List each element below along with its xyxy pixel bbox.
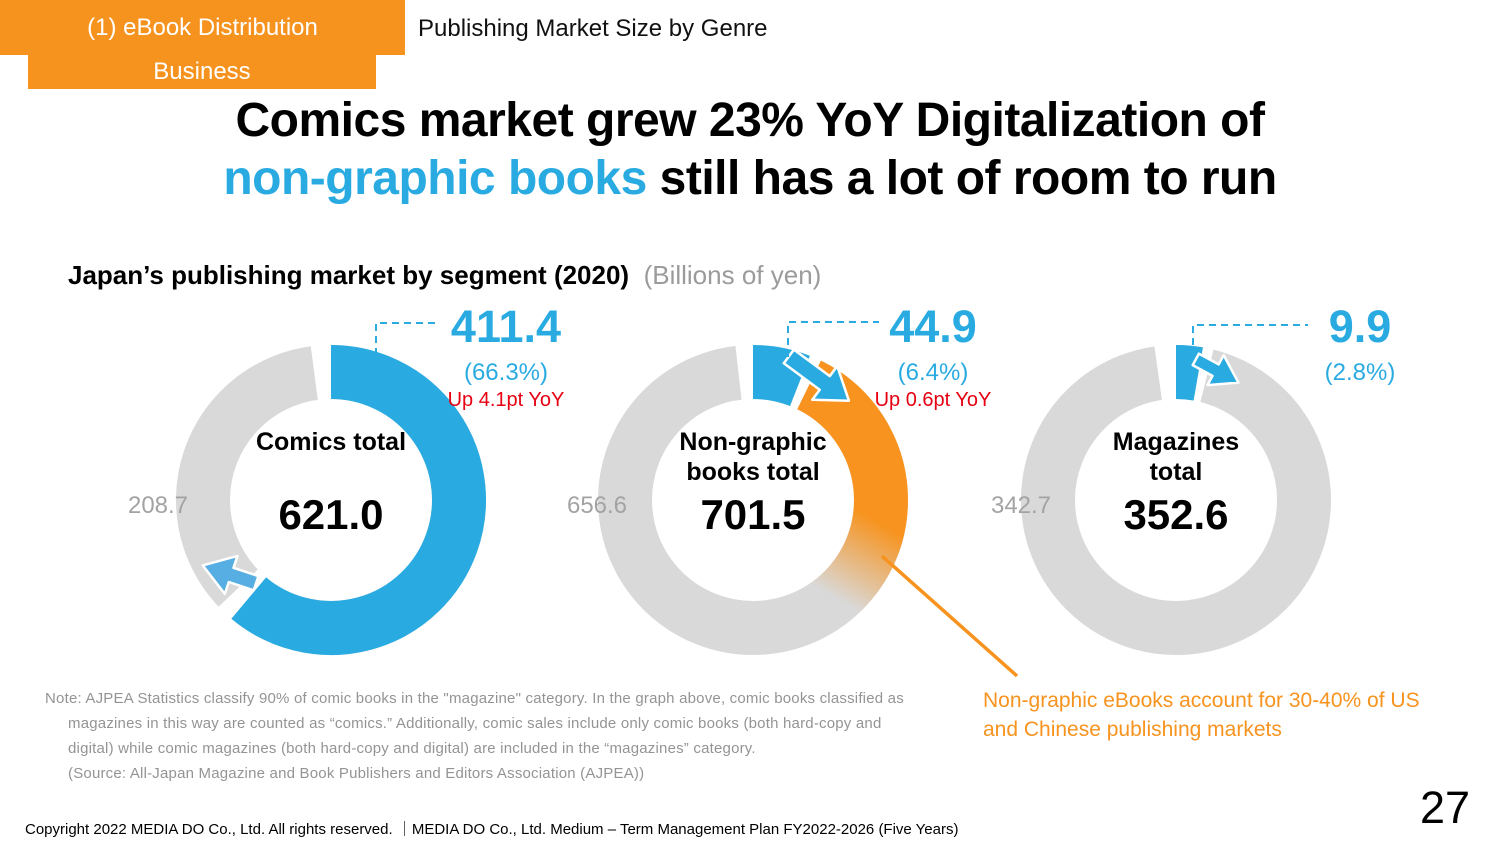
non-graphic-digital-value: 44.9: [889, 301, 977, 352]
non-graphic-digital-share: (6.4%): [897, 359, 969, 386]
magazines-digital-callout: 9.9 (2.8%): [1286, 301, 1434, 387]
magazines-print-value: 342.7: [990, 492, 1052, 519]
footnote-line3: digital) while comic magazines (both har…: [68, 740, 756, 757]
section-tag-line2: Business: [28, 55, 376, 89]
magazines-label-line2: total: [1149, 458, 1203, 486]
slide-topic: Publishing Market Size by Genre: [418, 15, 768, 42]
non-graphic-total: 701.5: [700, 491, 806, 538]
non-graphic-digital-callout: 44.9 (6.4%) Up 0.6pt YoY: [859, 301, 1007, 412]
donut-chart-non-graphic-books: [598, 342, 908, 655]
donut-chart-magazines: [1021, 342, 1331, 655]
footnote-line1: Note: AJPEA Statistics classify 90% of c…: [45, 690, 904, 707]
page-title: Comics market grew 23% YoY Digitalizatio…: [0, 92, 1500, 208]
comics-print-value: 208.7: [127, 492, 189, 519]
digital-share-arc: [1175, 345, 1203, 401]
potential-growth-arc: [796, 360, 908, 640]
non-graphic-print-value: 656.6: [566, 492, 628, 519]
magazines-label-line1: Magazines: [1112, 428, 1240, 456]
comics-digital-callout: 411.4 (66.3%) Up 4.1pt YoY: [432, 301, 580, 412]
comics-digital-value: 411.4: [450, 301, 562, 352]
chart-subtitle: Japan’s publishing market by segment (20…: [68, 260, 821, 291]
footnote-line2: magazines in this way are counted as “co…: [68, 715, 882, 732]
magazines-total: 352.6: [1123, 491, 1229, 538]
growth-arrow-icon: [201, 554, 260, 596]
comics-total: 621.0: [278, 491, 384, 538]
magazines-digital-value: 9.9: [1328, 301, 1392, 352]
growth-arrow-icon: [1191, 352, 1240, 387]
non-graphic-yoy-label: Up 0.6pt YoY: [874, 389, 992, 411]
page-title-line1: Comics market grew 23% YoY Digitalizatio…: [235, 94, 1265, 147]
magazines-label: Magazines total: [966, 427, 1386, 487]
footnote: Note: AJPEA Statistics classify 90% of c…: [45, 686, 904, 786]
orange-callout-line2: and Chinese publishing markets: [983, 718, 1282, 741]
page-title-line2-rest: still has a lot of room to run: [646, 152, 1278, 205]
non-graphic-label-line1: Non-graphic: [679, 428, 827, 456]
chart-subtitle-unit: (Billions of yen): [643, 260, 822, 290]
footnote-source: (Source: All-Japan Magazine and Book Pub…: [68, 765, 645, 782]
chart-subtitle-label: Japan’s publishing market by segment (20…: [68, 260, 630, 290]
comics-yoy-label: Up 4.1pt YoY: [447, 389, 565, 411]
comics-digital-share: (66.3%): [463, 359, 549, 386]
orange-callout-line1: Non-graphic eBooks account for 30-40% of…: [983, 689, 1420, 712]
section-tag-line1: (1) eBook Distribution: [0, 0, 405, 55]
page-title-highlight: non-graphic books: [223, 152, 647, 205]
comics-label: Comics total: [255, 428, 407, 456]
digital-share-arc: [231, 345, 486, 655]
orange-callout-text: Non-graphic eBooks account for 30-40% of…: [983, 686, 1420, 744]
section-tag-text: (1) eBook Distribution: [87, 13, 318, 41]
digital-share-arc: [752, 345, 810, 407]
page-title-line2: non-graphic books still has a lot of roo…: [0, 150, 1500, 208]
page-number: 27: [1419, 782, 1470, 833]
copyright-footer: Copyright 2022 MEDIA DO Co., Ltd. All ri…: [25, 821, 959, 838]
donut-chart-comics: [176, 342, 486, 655]
magazines-digital-share: (2.8%): [1324, 359, 1396, 386]
non-graphic-label-line2: books total: [686, 458, 820, 486]
section-tag-text2: Business: [153, 58, 251, 85]
non-graphic-label: Non-graphic books total: [543, 427, 963, 487]
